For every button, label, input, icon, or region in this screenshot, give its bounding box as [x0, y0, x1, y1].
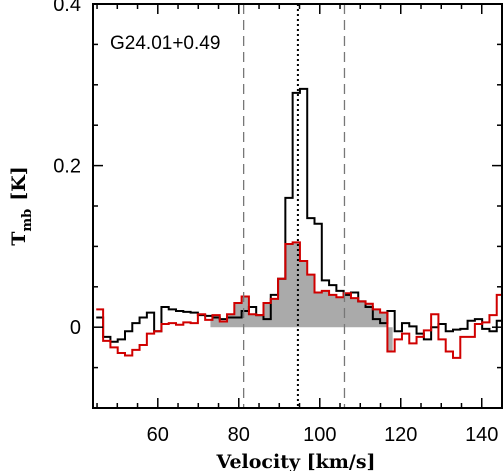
x-tick-label: 140: [465, 424, 498, 446]
y-tick-label: 0: [70, 317, 81, 339]
y-tick-label: 0.2: [53, 156, 81, 178]
x-tick-label: 80: [228, 424, 250, 446]
x-tick-label: 120: [384, 424, 417, 446]
reference-lines-layer: [242, 4, 346, 408]
svg-text:Tmb[K]: Tmb [K]: [8, 166, 35, 246]
shaded-area-layer: [210, 242, 393, 352]
shaded-area: [210, 242, 393, 352]
x-axis-label: Velocity [km/s]: [215, 451, 375, 471]
y-axis-label: Tmb [K]: [8, 166, 35, 246]
x-tick-label: 60: [147, 424, 169, 446]
series-line-1: [96, 241, 502, 359]
y-tick-label: 0.4: [53, 0, 81, 16]
series-layer: [96, 87, 502, 359]
y-axis-label-main: T: [8, 232, 30, 246]
series-line-0: [96, 87, 502, 343]
y-axis-label-subscript: mb: [20, 209, 35, 232]
y-axis-label-unit: [K]: [8, 166, 30, 201]
x-tick-label: 100: [303, 424, 336, 446]
source-annotation: G24.01+0.49: [110, 33, 220, 54]
ticks-layer: 60 80 100 120 140 0 0.2 0.4: [53, 0, 503, 446]
